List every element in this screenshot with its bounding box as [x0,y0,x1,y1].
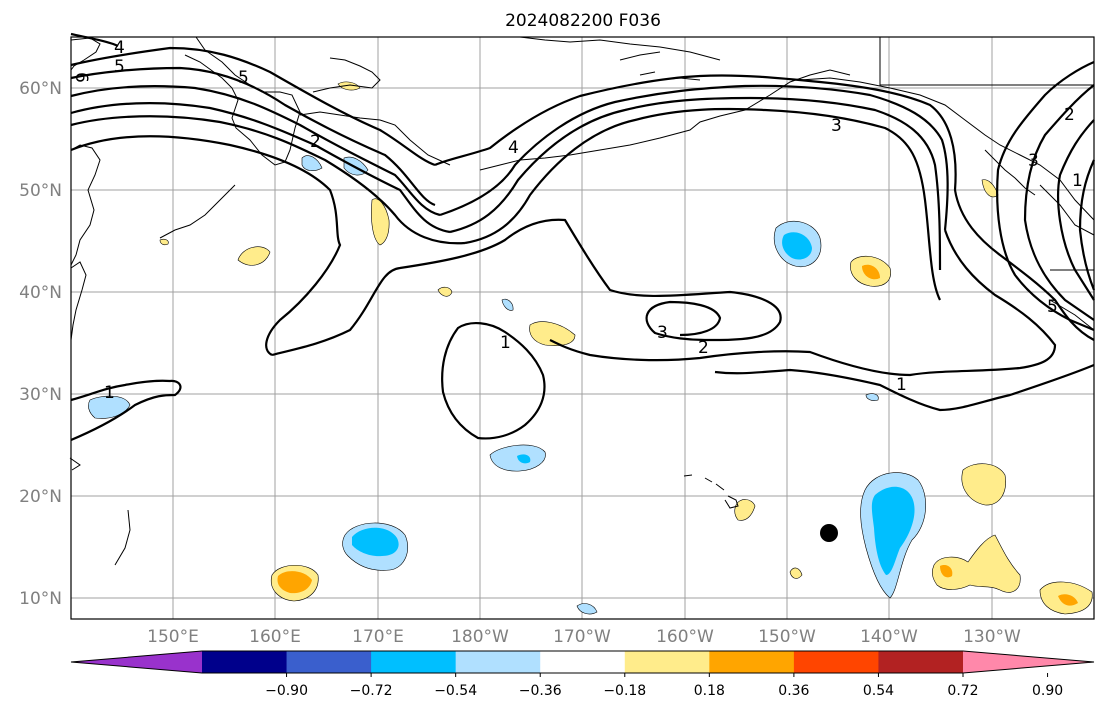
contour-label: 1 [104,383,115,403]
colorbar-swatch [455,651,541,673]
lon-label: 150°W [758,627,816,647]
storm-position-marker [820,524,838,542]
contour-label: 3 [1028,151,1039,171]
map-panel: 4 5 6 5 2 4 3 2 3 1 1 1 2 3 1 5 [69,32,1096,620]
map-title: 2024082200 F036 [505,11,661,31]
lon-label: 180°W [451,627,509,647]
contour-label: 2 [1064,105,1075,125]
contour-label: 5 [1047,297,1058,317]
lat-label: 20°N [19,487,62,507]
colorbar-swatch [371,651,457,673]
contour-label: 5 [114,57,125,77]
contour-label: 5 [238,68,249,88]
contour-label: 3 [657,323,668,343]
lat-label: 60°N [19,79,62,99]
colorbar-outline [70,650,1095,674]
colorbar-swatch [286,651,372,673]
contour-label: 4 [114,38,125,58]
anomaly-fills [88,81,1093,615]
contour-label: 4 [508,138,519,158]
lon-labels: 150°E 160°E 170°E 180°W 170°W 160°W 150°… [147,627,1021,647]
lon-label: 160°W [656,627,714,647]
colorbar-swatch [540,651,626,673]
contour-label: 2 [310,132,321,152]
colorbar-label: 0.36 [778,683,809,699]
lat-label: 10°N [19,589,62,609]
map-frame [70,36,1095,620]
colorbar-label: 0.18 [694,683,725,699]
contour-label: 3 [831,116,842,136]
lon-label: 170°W [553,627,611,647]
lat-label: 50°N [19,181,62,201]
colorbar-label: −0.54 [434,683,477,699]
graticule [71,37,1094,619]
colorbar-label: −0.90 [265,683,308,699]
colorbar-label: 0.90 [1032,683,1063,699]
colorbar: −0.90 −0.72 −0.54 −0.36 −0.18 0.18 0.36 0.54 0.7… [70,650,1095,699]
lat-label: 30°N [19,385,62,405]
colorbar-label: 0.72 [947,683,978,699]
colorbar-label: −0.18 [603,683,646,699]
colorbar-swatch [878,651,964,673]
contour-label: 6 [71,72,91,83]
colorbar-label: −0.72 [350,683,393,699]
contour-lines [70,32,1096,442]
lon-label: 140°W [860,627,918,647]
colorbar-swatch [793,651,879,673]
contour-label: 1 [896,375,907,395]
colorbar-label: −0.36 [519,683,562,699]
colorbar-label: 0.54 [863,683,894,699]
lon-label: 170°E [352,627,404,647]
colorbar-swatch [624,651,710,673]
colorbar-swatch [709,651,795,673]
lon-label: 160°E [249,627,301,647]
contour-label-group: 4 5 6 5 2 4 3 2 3 1 1 1 2 3 1 5 [71,38,1083,403]
contour-label: 1 [500,333,511,353]
lat-labels: 60°N 50°N 40°N 30°N 20°N 10°N [19,79,62,609]
contour-label: 2 [698,338,709,358]
contour-label: 1 [1072,171,1083,191]
colorbar-extend-low [71,651,202,673]
colorbar-extend-high [963,651,1094,673]
lon-label: 130°W [963,627,1021,647]
lat-label: 40°N [19,283,62,303]
colorbar-swatch [202,651,288,673]
lon-label: 150°E [147,627,199,647]
